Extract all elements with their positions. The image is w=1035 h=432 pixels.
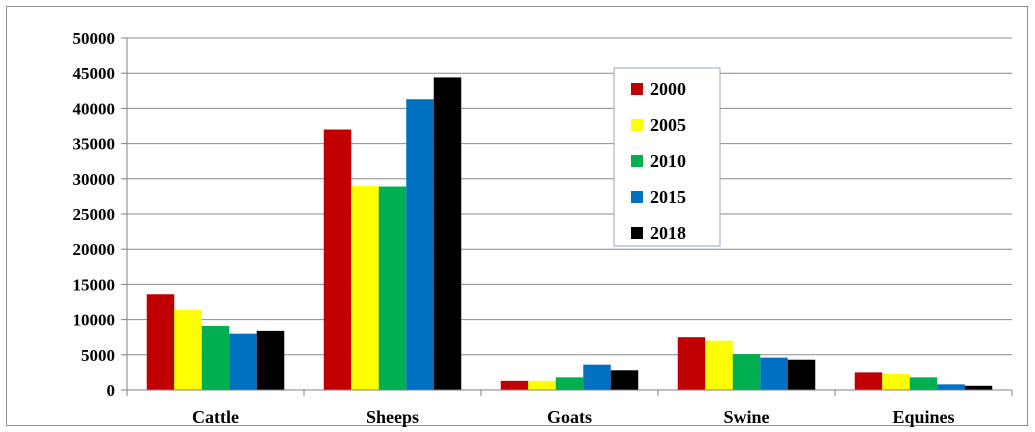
bar-equines-2018 bbox=[964, 385, 993, 390]
legend-swatch-2010 bbox=[631, 155, 643, 167]
legend-label-2010: 2010 bbox=[650, 151, 686, 171]
bar-swine-2010 bbox=[732, 354, 761, 390]
bar-swine-2018 bbox=[787, 359, 816, 390]
bars bbox=[146, 77, 993, 391]
bar-goats-2000 bbox=[500, 380, 529, 390]
bar-goats-2015 bbox=[583, 364, 611, 390]
y-tick-label: 50000 bbox=[73, 29, 116, 48]
bar-cattle-2005 bbox=[174, 309, 202, 390]
y-tick-label: 5000 bbox=[81, 346, 115, 365]
legend: 2000 2005 2010 2015 2018 bbox=[613, 67, 721, 247]
y-tick-label: 10000 bbox=[73, 311, 116, 330]
bar-goats-2005 bbox=[528, 380, 556, 390]
bar-swine-2000 bbox=[677, 337, 706, 390]
legend-label-2018: 2018 bbox=[650, 223, 686, 243]
legend-swatch-2015 bbox=[631, 191, 643, 203]
y-tick-label: 25000 bbox=[73, 205, 116, 224]
bar-sheeps-2005 bbox=[351, 185, 379, 390]
bar-equines-2015 bbox=[937, 384, 965, 390]
bar-sheeps-2000 bbox=[323, 129, 352, 390]
gridlines bbox=[127, 37, 1012, 356]
bar-cattle-2000 bbox=[146, 294, 175, 390]
legend-label-2005: 2005 bbox=[650, 115, 686, 135]
y-tick-label: 40000 bbox=[73, 99, 116, 118]
y-tick-label: 35000 bbox=[73, 135, 116, 154]
bar-cattle-2015 bbox=[229, 333, 257, 390]
legend-label-2000: 2000 bbox=[650, 79, 686, 99]
bar-cattle-2018 bbox=[256, 330, 285, 390]
x-tick-label: Swine bbox=[723, 407, 769, 427]
axes bbox=[121, 37, 1013, 396]
legend-swatch-2000 bbox=[631, 83, 643, 95]
y-tick-label: 20000 bbox=[73, 240, 116, 259]
x-tick-label: Equines bbox=[892, 407, 954, 427]
bar-equines-2000 bbox=[854, 372, 883, 390]
bar-cattle-2010 bbox=[201, 325, 230, 390]
bar-swine-2005 bbox=[705, 340, 733, 390]
bar-goats-2018 bbox=[610, 370, 639, 390]
bar-equines-2010 bbox=[909, 377, 938, 390]
x-tick-label: Goats bbox=[547, 407, 592, 427]
y-tick-labels: 0 5000 10000 15000 20000 25000 30000 35000 40000… bbox=[73, 29, 116, 400]
legend-swatch-2005 bbox=[631, 119, 643, 131]
bar-goats-2010 bbox=[555, 377, 584, 390]
y-tick-label: 30000 bbox=[73, 170, 116, 189]
legend-label-2015: 2015 bbox=[650, 187, 686, 207]
bar-swine-2015 bbox=[760, 357, 788, 390]
y-tick-label: 45000 bbox=[73, 64, 116, 83]
x-tick-label: Sheeps bbox=[366, 407, 419, 427]
bar-sheeps-2015 bbox=[406, 99, 434, 391]
x-tick-labels: Cattle Sheeps Goats Swine Equines bbox=[192, 407, 955, 427]
bar-equines-2005 bbox=[882, 373, 910, 390]
y-tick-label: 15000 bbox=[73, 275, 116, 294]
bar-sheeps-2018 bbox=[433, 77, 462, 390]
x-tick-label: Cattle bbox=[192, 407, 239, 427]
bar-sheeps-2010 bbox=[378, 186, 407, 390]
y-tick-label: 0 bbox=[107, 381, 116, 400]
legend-swatch-2018 bbox=[631, 227, 643, 239]
